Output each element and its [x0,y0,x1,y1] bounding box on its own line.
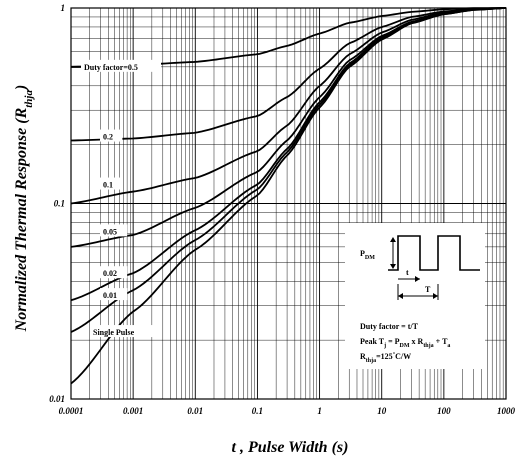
x-axis-title: t , Pulse Width (s) [232,439,349,456]
T-period-arrow-head-left [398,293,403,299]
series-label: 0.01 [103,291,117,300]
series-label-bg [81,59,161,72]
x-tick-label: 0.01 [187,406,203,416]
series-label-bg [100,129,123,142]
x-tick-label: 1000 [497,406,516,416]
x-tick-label: 0.1 [252,406,263,416]
series-label-bg [100,288,128,301]
x-tick-label: 10 [377,406,387,416]
t-width-arrow-head [415,276,420,282]
inset-box: PDM t T Duty factor = t/T Peak Tj = PDM … [345,223,485,369]
series-label-bg [100,266,128,279]
x-tick-label: 1 [317,406,322,416]
x-tick-labels: 0.0001 0.001 0.01 0.1 1 10 100 1000 [59,406,516,416]
T-period-arrow-head-right [433,293,438,299]
x-tick-label: 0.001 [123,406,143,416]
curve-7 [70,7,507,385]
peak-tj-formula: Peak Tj = PDM x Rthja + Ta [360,337,450,349]
y-tick-labels: 0.01 0.1 1 [49,3,65,404]
T-label: T [425,285,431,294]
rthja-value: Rthja=125°C/W [360,351,411,364]
series-label: Duty factor=0.5 [84,63,138,72]
pdm-label: PDM [360,249,375,261]
series-label-bg [90,325,156,338]
series-label: 0.1 [103,181,113,190]
x-tick-label: 100 [437,406,451,416]
series-label-bg [100,224,128,237]
pdm-arrow-head-bottom [390,264,396,269]
series-label: 0.2 [103,133,113,142]
series-label: 0.02 [103,269,117,278]
curve-4 [70,7,507,248]
curves [70,7,507,385]
duty-factor-formula: Duty factor = t/T [360,322,419,331]
plot-frame [70,7,507,400]
curve-2 [70,7,507,142]
y-tick-label: 0.01 [49,394,65,404]
x-tick-label: 0.0001 [59,406,84,416]
y-axis-title: Normalized Thermal Response (Rthja) [13,85,35,333]
y-tick-label: 0.1 [54,199,65,209]
t-label: t [406,268,409,277]
y-tick-label: 1 [61,3,66,13]
pulse-waveform [388,235,480,271]
series-label: Single Pulse [93,328,135,337]
pdm-arrow-head-top [390,237,396,242]
series-label-bg [100,177,123,190]
curve-3 [70,7,507,205]
series-label: 0.05 [103,227,117,236]
series-labels: Duty factor=0.5 0.2 0.1 0.05 0.02 0.01 Single … [71,59,161,338]
